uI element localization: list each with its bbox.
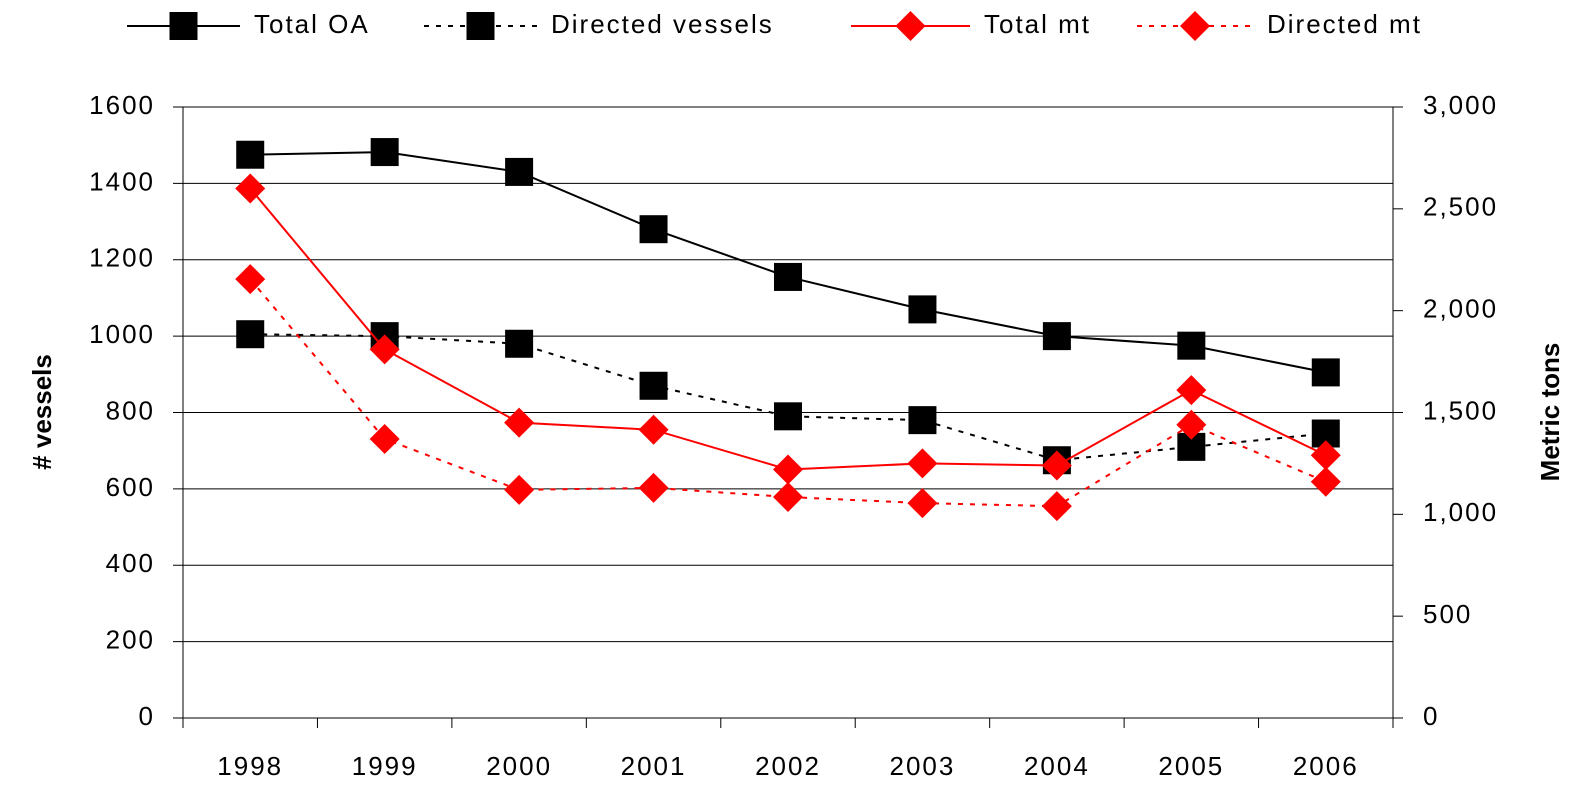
data-point [505, 157, 534, 186]
data-point [1310, 440, 1341, 471]
legend-label: Directed mt [1267, 9, 1422, 39]
data-point [236, 140, 265, 169]
x-tick-label: 1998 [217, 751, 283, 781]
y-tick-label: 800 [106, 395, 155, 425]
x-tick-label: 2000 [486, 751, 552, 781]
x-tick-label: 2006 [1293, 751, 1359, 781]
x-tick-label: 2001 [621, 751, 687, 781]
legend-marker [1180, 11, 1210, 41]
y2-tick-label: 3,000 [1423, 90, 1498, 120]
legend-label: Total OA [254, 9, 370, 39]
y-tick-label: 1200 [89, 243, 155, 273]
y-tick-label: 400 [106, 548, 155, 578]
legend-label: Directed vessels [551, 9, 774, 39]
data-point [774, 402, 802, 431]
data-point [639, 371, 668, 400]
data-point [1042, 322, 1071, 351]
y-axis-label: # vessels [27, 354, 57, 470]
y-tick-label: 1400 [89, 166, 155, 196]
series-line [249, 278, 1327, 508]
data-point [504, 474, 535, 505]
data-point [774, 262, 802, 291]
data-point [1310, 466, 1341, 497]
legend-label: Total mt [984, 9, 1091, 39]
data-point [369, 423, 400, 454]
data-point [1176, 409, 1207, 440]
y-tick-label: 0 [139, 701, 155, 731]
data-point [639, 215, 668, 244]
data-point [638, 414, 669, 445]
data-point [236, 320, 265, 349]
data-point [773, 454, 803, 485]
data-point [1311, 358, 1340, 387]
legend-marker [895, 11, 926, 41]
data-point [235, 264, 266, 295]
y2-tick-label: 1,000 [1423, 497, 1498, 527]
data-point [907, 448, 938, 479]
x-tick-label: 2005 [1158, 751, 1224, 781]
y-tick-label: 1000 [89, 319, 155, 349]
data-point [1041, 491, 1072, 522]
x-tick-label: 2002 [755, 751, 821, 781]
y2-tick-label: 0 [1423, 701, 1439, 731]
series-line [250, 151, 1326, 374]
y2-axis-label: Metric tons [1535, 343, 1565, 482]
y2-tick-label: 1,500 [1423, 395, 1498, 425]
y2-tick-label: 500 [1423, 599, 1472, 629]
y-tick-label: 600 [106, 472, 155, 502]
series-line [250, 333, 1326, 462]
data-point [504, 407, 535, 438]
data-point [1176, 375, 1207, 406]
y-tick-label: 1600 [89, 90, 155, 120]
x-tick-label: 2004 [1024, 751, 1090, 781]
y2-tick-label: 2,500 [1423, 192, 1498, 222]
data-point [505, 329, 534, 358]
legend-marker [169, 12, 198, 40]
data-point [908, 406, 937, 435]
data-point [638, 472, 669, 503]
data-point [1177, 331, 1206, 360]
data-point [773, 482, 803, 513]
data-point [1041, 450, 1072, 481]
data-point [235, 173, 266, 204]
data-point [908, 295, 937, 324]
y2-tick-label: 2,000 [1423, 294, 1498, 324]
data-point [370, 138, 399, 167]
y-tick-label: 200 [106, 625, 155, 655]
legend-marker [466, 12, 495, 40]
x-tick-label: 2003 [890, 751, 956, 781]
x-tick-label: 1999 [352, 751, 418, 781]
data-point [907, 488, 938, 519]
data-point [369, 334, 400, 365]
